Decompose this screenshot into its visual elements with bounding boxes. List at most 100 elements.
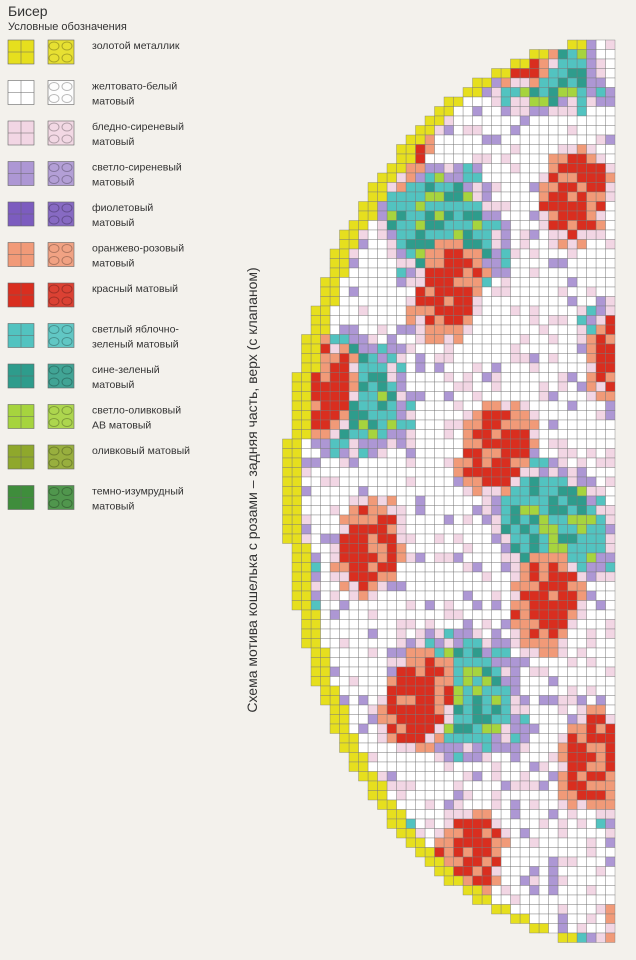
- bead-cell: [595, 457, 606, 468]
- bead-cell: [396, 191, 407, 202]
- bead-cell: [595, 676, 606, 687]
- bead-cell: [434, 790, 445, 801]
- bead-cell: [548, 381, 559, 392]
- bead-cell: [377, 685, 388, 696]
- bead-cell: [538, 495, 549, 506]
- bead-cell: [396, 486, 407, 497]
- bead-cell: [500, 296, 511, 307]
- bead-cell: [405, 258, 416, 269]
- bead-cell: [576, 628, 587, 639]
- bead-cell: [367, 647, 378, 658]
- bead-cell: [358, 609, 369, 620]
- bead-cell: [510, 704, 521, 715]
- bead-cell: [424, 619, 435, 630]
- bead-cell: [491, 866, 502, 877]
- bead-cell: [576, 571, 587, 582]
- bead-cell: [339, 296, 350, 307]
- bead-cell: [472, 875, 483, 886]
- bead-cell: [282, 448, 293, 459]
- bead-cell: [396, 182, 407, 193]
- bead: [48, 163, 60, 172]
- bead-cell: [586, 334, 597, 345]
- bead-cell: [434, 837, 445, 848]
- bead-cell: [386, 666, 397, 677]
- bead-cell: [339, 410, 350, 421]
- bead-cell: [310, 514, 321, 525]
- bead-cell: [462, 191, 473, 202]
- bead-cell: [472, 780, 483, 791]
- bead-cell: [576, 163, 587, 174]
- bead-cell: [405, 305, 416, 316]
- bead-cell: [586, 837, 597, 848]
- bead-cell: [396, 590, 407, 601]
- bead-cell: [396, 391, 407, 402]
- bead-cell: [310, 552, 321, 563]
- bead-cell: [358, 286, 369, 297]
- bead-cell: [348, 638, 359, 649]
- bead-cell: [567, 96, 578, 107]
- bead-cell: [548, 210, 559, 221]
- bead-cell: [481, 106, 492, 117]
- bead-cell: [472, 191, 483, 202]
- bead-cell: [453, 695, 464, 706]
- bead-cell: [358, 419, 369, 430]
- bead-cell: [548, 581, 559, 592]
- bead-cell: [453, 296, 464, 307]
- legend-label: светло-сиреневый: [92, 162, 182, 174]
- bead-cell: [377, 239, 388, 250]
- bead-cell: [415, 191, 426, 202]
- bead-cell: [605, 885, 616, 896]
- bead-cell: [453, 258, 464, 269]
- bead-cell: [529, 552, 540, 563]
- bead-cell: [491, 353, 502, 364]
- bead-cell: [491, 533, 502, 544]
- bead-cell: [443, 495, 454, 506]
- bead-cell: [586, 562, 597, 573]
- bead-cell: [538, 429, 549, 440]
- bead-cell: [491, 837, 502, 848]
- bead-cell: [462, 828, 473, 839]
- bead-cell: [377, 695, 388, 706]
- bead-cell: [310, 391, 321, 402]
- bead-cell: [529, 87, 540, 98]
- bead-cell: [529, 172, 540, 183]
- bead-cell: [538, 163, 549, 174]
- bead-swatch: [47, 363, 75, 389]
- bead-cell: [586, 353, 597, 364]
- bead-cell: [386, 334, 397, 345]
- bead-cell: [519, 809, 530, 820]
- bead-cell: [320, 628, 331, 639]
- bead-cell: [367, 448, 378, 459]
- bead-cell: [282, 467, 293, 478]
- bead-cell: [348, 685, 359, 696]
- bead: [48, 377, 60, 387]
- bead-cell: [481, 476, 492, 487]
- bead-cell: [605, 733, 616, 744]
- bead-cell: [415, 419, 426, 430]
- bead-cell: [367, 457, 378, 468]
- bead-cell: [548, 286, 559, 297]
- bead-cell: [434, 239, 445, 250]
- bead-cell: [462, 866, 473, 877]
- bead-cell: [567, 248, 578, 259]
- bead-grid: [282, 39, 616, 943]
- bead-cell: [415, 600, 426, 611]
- bead-cell: [386, 704, 397, 715]
- bead-cell: [500, 666, 511, 677]
- bead-cell: [557, 362, 568, 373]
- bead-cell: [491, 856, 502, 867]
- bead-cell: [567, 144, 578, 155]
- bead-cell: [500, 590, 511, 601]
- bead-cell: [329, 334, 340, 345]
- bead-cell: [472, 685, 483, 696]
- bead-cell: [491, 115, 502, 126]
- bead-cell: [538, 58, 549, 69]
- bead-cell: [510, 647, 521, 658]
- bead-cell: [434, 771, 445, 782]
- bead-cell: [310, 638, 321, 649]
- bead-cell: [586, 619, 597, 630]
- bead-cell: [510, 68, 521, 79]
- bead-cell: [472, 600, 483, 611]
- bead-cell: [538, 324, 549, 335]
- bead-cell: [586, 904, 597, 915]
